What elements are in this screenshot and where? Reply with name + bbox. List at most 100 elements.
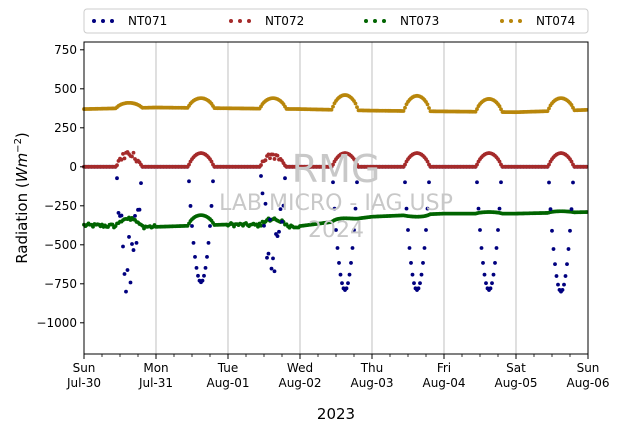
nt071-point <box>281 203 286 208</box>
nt071-point <box>418 281 422 286</box>
nt072-point <box>475 162 479 167</box>
y-tick-label: 750 <box>54 43 77 57</box>
nt072-point <box>331 162 335 167</box>
nt074-point <box>329 107 334 112</box>
nt071-point <box>206 240 211 245</box>
legend-marker <box>509 19 513 23</box>
nt071-point <box>353 206 358 211</box>
x-tick-label-date: Jul-31 <box>138 376 173 390</box>
nt074-point <box>584 108 589 112</box>
x-tick-label-date: Aug-01 <box>206 376 249 390</box>
x-tick-label-day: Sat <box>506 361 526 375</box>
nt071-point <box>482 272 487 277</box>
nt072-point <box>425 159 430 164</box>
nt074-point <box>403 105 407 110</box>
nt071-point <box>187 179 191 184</box>
nt072-point <box>121 151 125 156</box>
x-tick-label-date: Jul-30 <box>66 376 101 390</box>
nt071-point <box>491 272 496 277</box>
nt071-point <box>419 272 424 277</box>
nt071-point <box>268 217 272 222</box>
nt072-point <box>497 159 502 164</box>
legend-label: NT072 <box>265 14 304 28</box>
nt071-point <box>200 278 205 283</box>
nt072-point <box>131 150 136 155</box>
nt071-point <box>497 206 502 211</box>
nt071-point <box>410 272 415 277</box>
nt074-point <box>569 103 574 107</box>
nt071-point <box>407 246 412 250</box>
nt071-point <box>337 261 341 265</box>
nt071-point <box>269 266 274 271</box>
nt071-point <box>412 281 416 286</box>
nt074-point <box>499 107 503 112</box>
x-axis: SunJul-30MonJul-31TueAug-01WedAug-02ThuA… <box>66 354 610 390</box>
nt071-point <box>259 174 263 178</box>
nt071-point <box>260 191 265 196</box>
nt071-point <box>484 281 488 286</box>
nt072-point <box>266 152 271 157</box>
nt071-point <box>562 282 566 287</box>
nt071-point <box>278 207 283 212</box>
x-tick-label-day: Wed <box>287 361 313 375</box>
nt071-point <box>122 272 127 276</box>
nt071-point <box>128 280 133 285</box>
nt074-point <box>475 107 479 111</box>
nt071-point <box>137 207 142 212</box>
nt071-point <box>347 272 352 277</box>
nt071-point <box>416 286 421 291</box>
nt072-point <box>353 159 358 164</box>
gridlines <box>155 42 517 354</box>
legend-marker <box>110 19 114 23</box>
nt071-point <box>191 240 196 245</box>
nt071-point <box>550 228 554 233</box>
nt071-point <box>475 180 479 185</box>
nt071-point <box>338 272 343 277</box>
nt071-point <box>133 213 137 218</box>
x-tick-label-date: Aug-03 <box>350 376 393 390</box>
nt072-point <box>275 153 280 158</box>
nt071-point <box>425 206 430 211</box>
nt071-point <box>115 176 119 181</box>
y-tick-label: 0 <box>69 160 77 174</box>
nt071-point <box>494 246 499 250</box>
legend-label: NT073 <box>400 14 439 28</box>
watermark-line2: LAB MICRO - IAG USP <box>219 191 453 216</box>
nt071-point <box>476 206 481 211</box>
nt071-point <box>340 281 344 286</box>
nt071-point <box>272 269 277 274</box>
nt071-point <box>127 235 131 239</box>
x-tick-label-day: Mon <box>143 361 168 375</box>
nt071-point <box>121 244 125 249</box>
x-tick-label-day: Tue <box>217 361 239 375</box>
nt071-point <box>335 246 340 250</box>
nt071-point <box>404 206 409 211</box>
y-tick-label: 500 <box>54 82 77 96</box>
legend-marker <box>238 19 242 23</box>
nt071-point <box>548 207 553 212</box>
nt071-point <box>332 206 337 211</box>
nt073-point <box>110 222 115 227</box>
nt074-point <box>401 109 406 113</box>
nt071-point <box>493 261 497 265</box>
legend-label: NT071 <box>128 14 167 28</box>
legend-marker <box>247 19 251 23</box>
nt071-point <box>209 204 214 208</box>
plot-area: RMG LAB MICRO - IAG USP 2024 <box>82 41 589 355</box>
nt074-point <box>353 101 358 106</box>
y-tick-label: −250 <box>44 199 77 213</box>
legend: NT071 NT072 NT073 NT074 <box>83 8 589 34</box>
nt074-point <box>497 104 502 109</box>
nt072-point <box>547 162 551 167</box>
nt072-point <box>122 156 127 161</box>
nt071-point <box>478 228 482 232</box>
nt071-point <box>490 281 494 286</box>
nt071-point <box>188 204 193 208</box>
nt071-point <box>560 287 565 292</box>
nt072-point <box>263 158 268 163</box>
nt074-point <box>545 109 550 114</box>
nt071-point <box>202 273 206 278</box>
nt072-point <box>272 157 277 161</box>
legend-marker <box>382 19 386 23</box>
nt071-point <box>265 255 269 260</box>
